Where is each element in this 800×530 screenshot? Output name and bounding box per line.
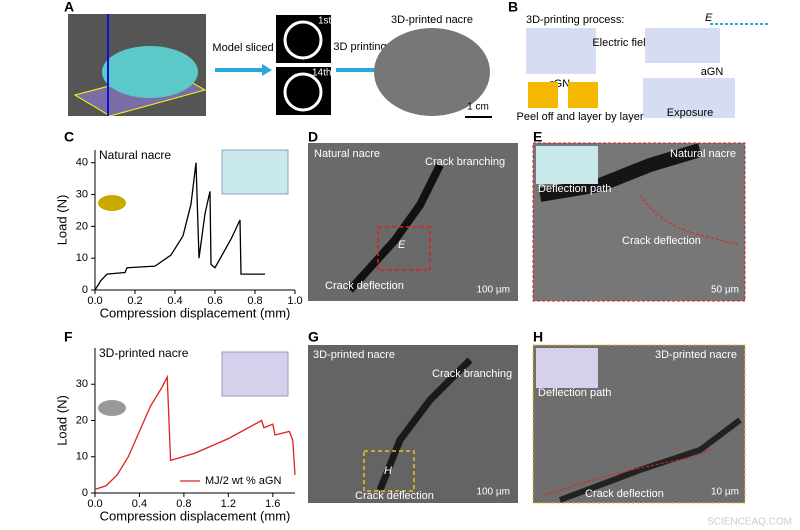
annotation: Deflection path	[538, 387, 611, 399]
panel-title: Natural nacre	[314, 148, 380, 160]
y-tick-label: 10	[76, 451, 88, 463]
panel-letter: H	[533, 329, 543, 345]
panel-letter: G	[308, 329, 319, 345]
layer	[528, 82, 558, 108]
x-tick-label: 1.2	[221, 498, 236, 510]
y-axis-label: Load (N)	[54, 195, 69, 246]
schematic-inset	[536, 348, 598, 388]
schematic-inset	[221, 351, 289, 397]
y-axis-label: Load (N)	[54, 395, 69, 446]
x-axis-label: Compression displacement (mm)	[100, 305, 291, 320]
x-axis-label: Compression displacement (mm)	[100, 508, 291, 523]
printed-nacre	[374, 28, 490, 116]
x-tick-label: 0.6	[207, 295, 222, 307]
deflection-path	[544, 447, 716, 496]
y-tick-label: 20	[76, 414, 88, 426]
annotation: H	[384, 465, 392, 477]
y-tick-label: 30	[76, 188, 88, 200]
watermark: SCIENCEAQ.COM	[707, 517, 792, 528]
x-tick-label: 1.0	[287, 295, 302, 307]
label: Exposure	[667, 107, 713, 119]
micrograph	[308, 143, 518, 301]
schematic	[643, 78, 735, 118]
panel-letter: A	[64, 0, 74, 15]
x-tick-label: 0.4	[167, 295, 182, 307]
crack	[347, 163, 444, 293]
scale-label: 100 µm	[476, 487, 510, 498]
sample-icon	[98, 195, 126, 211]
label: Model sliced	[212, 42, 273, 54]
slice-outline	[283, 20, 323, 60]
scale-label: 10 µm	[711, 487, 739, 498]
schematic-inset	[221, 149, 289, 195]
panel-letter: C	[64, 129, 74, 145]
crack	[558, 417, 742, 503]
annotation: E	[398, 239, 406, 251]
scale-label: 1 cm	[467, 102, 489, 113]
annotation: Crack branching	[425, 156, 505, 168]
shell-model	[102, 46, 198, 98]
y-tick-label: 0	[82, 284, 88, 296]
schematic	[526, 28, 596, 74]
y-tick-label: 0	[82, 487, 88, 499]
slice-outline	[283, 72, 323, 112]
y-tick-label: 10	[76, 252, 88, 264]
scale-label: 50 µm	[711, 285, 739, 296]
x-tick-label: 0.8	[176, 498, 191, 510]
annotation: Deflection path	[538, 183, 611, 195]
chart-title: 3D-printed nacre	[99, 346, 189, 360]
label: 3D printing	[333, 41, 386, 53]
y-tick-label: 40	[76, 157, 88, 169]
y-tick-label: 30	[76, 378, 88, 390]
panel-title: 3D-printed nacre	[313, 349, 395, 361]
label: E	[705, 12, 713, 24]
annotation: Crack deflection	[622, 235, 701, 247]
schematic-inset	[536, 146, 598, 184]
panel-letter: D	[308, 129, 318, 145]
y-tick-label: 20	[76, 220, 88, 232]
sample-icon	[98, 400, 126, 416]
panel-letter: F	[64, 329, 73, 345]
panel-letter: B	[508, 0, 518, 15]
deflection-path	[639, 194, 741, 246]
label: aGN	[701, 66, 724, 78]
layer	[568, 82, 598, 108]
label: 3D-printed nacre	[391, 14, 473, 26]
label: Electric field	[592, 37, 651, 49]
x-tick-label: 1.6	[265, 498, 280, 510]
annotation: Crack branching	[432, 368, 512, 380]
line	[94, 162, 265, 291]
crack	[376, 357, 473, 492]
x-tick-label: 0.0	[87, 295, 102, 307]
panel-title: Natural nacre	[670, 148, 736, 160]
zoom-box	[377, 226, 431, 271]
crack	[538, 143, 703, 202]
arrow-head	[262, 64, 272, 76]
label: 14th	[312, 68, 331, 79]
annotation: Crack deflection	[325, 280, 404, 292]
label: 3D-printing process:	[526, 14, 624, 26]
panel-letter: E	[533, 129, 542, 145]
x-tick-label: 0.2	[127, 295, 142, 307]
legend-label: MJ/2 wt % aGN	[205, 475, 281, 487]
zoom-box	[363, 450, 415, 492]
annotation: Crack deflection	[355, 490, 434, 502]
label: Peel off and layer by layer	[517, 111, 644, 123]
x-tick-label: 0.4	[132, 498, 147, 510]
chart-title: Natural nacre	[99, 148, 171, 162]
schematic	[645, 28, 720, 63]
annotation: Crack deflection	[585, 488, 664, 500]
x-tick-label: 0.8	[247, 295, 262, 307]
panel-title: 3D-printed nacre	[655, 349, 737, 361]
scale-label: 100 µm	[476, 285, 510, 296]
label: 1st	[318, 16, 332, 27]
line	[94, 374, 296, 490]
x-tick-label: 0.0	[87, 498, 102, 510]
